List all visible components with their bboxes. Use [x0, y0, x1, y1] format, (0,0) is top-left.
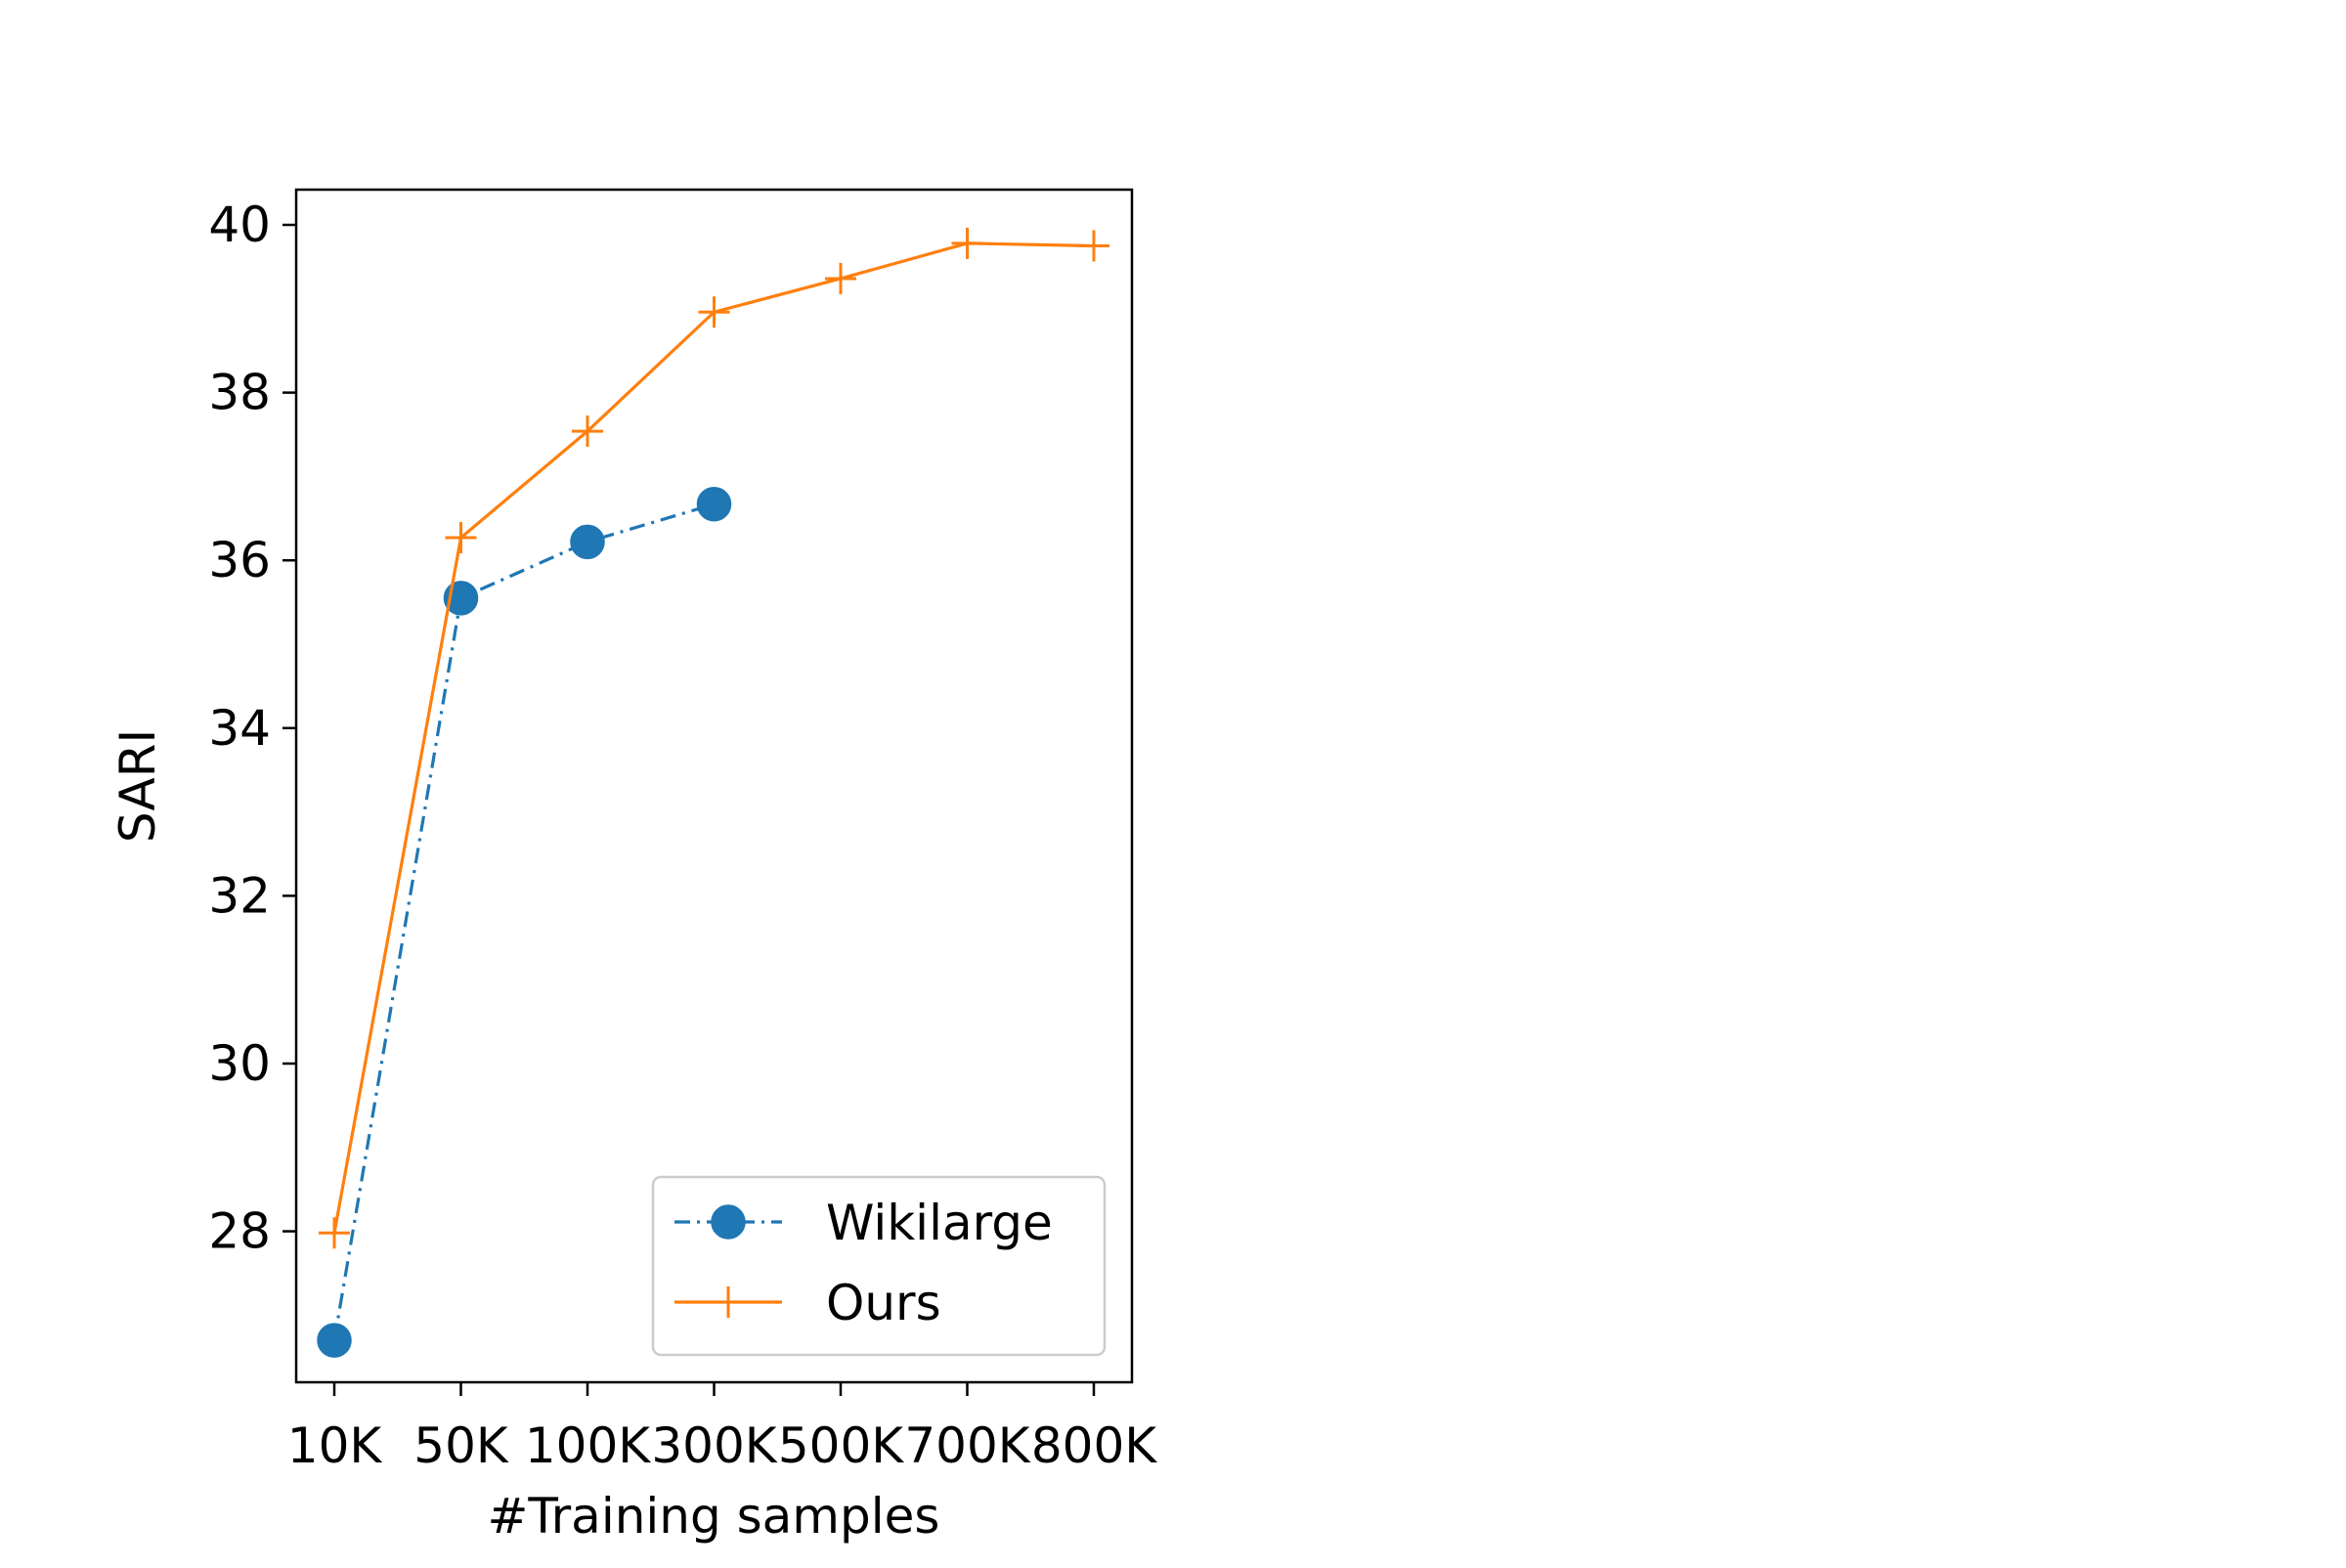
y-tick-label: 40	[208, 196, 271, 253]
x-tick-label: 10K	[287, 1417, 383, 1474]
data-point	[825, 262, 856, 294]
legend-item: Ours	[674, 1275, 941, 1331]
y-tick-label: 30	[208, 1035, 271, 1092]
y-axis-label: SARI	[109, 729, 166, 843]
series-layer	[317, 227, 1109, 1358]
x-tick-label: 300K	[651, 1417, 777, 1474]
data-point	[696, 486, 732, 522]
x-axis-label: #Training samples	[488, 1488, 940, 1545]
y-tick-label: 34	[208, 700, 271, 757]
y-tick-label: 38	[208, 365, 271, 421]
y-tick-label: 32	[208, 867, 271, 924]
x-tick-label: 800K	[1031, 1417, 1157, 1474]
data-point	[698, 296, 730, 328]
legend-label: Wikilarge	[826, 1195, 1053, 1251]
x-axis-ticks: 10K 50K 100K 300K 500K 700K 800K	[287, 1382, 1157, 1474]
x-tick-label: 50K	[413, 1417, 509, 1474]
plot-frame	[294, 188, 1134, 1384]
x-tick-label: 500K	[778, 1417, 904, 1474]
data-point	[445, 522, 477, 554]
y-tick-label: 36	[208, 532, 271, 588]
legend-items: Wikilarge Ours	[674, 1195, 1053, 1331]
legend: Wikilarge Ours	[651, 1175, 1107, 1357]
data-point	[319, 1217, 350, 1249]
data-point	[951, 227, 983, 259]
legend-marker	[711, 1204, 746, 1240]
legend-box	[651, 1175, 1107, 1357]
data-point	[1078, 230, 1109, 262]
x-tick-label: 100K	[525, 1417, 651, 1474]
legend-item: Wikilarge	[674, 1195, 1053, 1251]
data-point	[317, 1323, 352, 1358]
data-point	[572, 415, 603, 448]
legend-label: Ours	[826, 1275, 941, 1331]
x-tick-label: 700K	[904, 1417, 1030, 1474]
series-ours	[319, 227, 1109, 1249]
y-axis-ticks: 28 30 32 34 36 38 40	[208, 196, 296, 1260]
data-point	[570, 524, 605, 560]
legend-marker	[713, 1286, 744, 1318]
y-tick-label: 28	[208, 1203, 271, 1260]
